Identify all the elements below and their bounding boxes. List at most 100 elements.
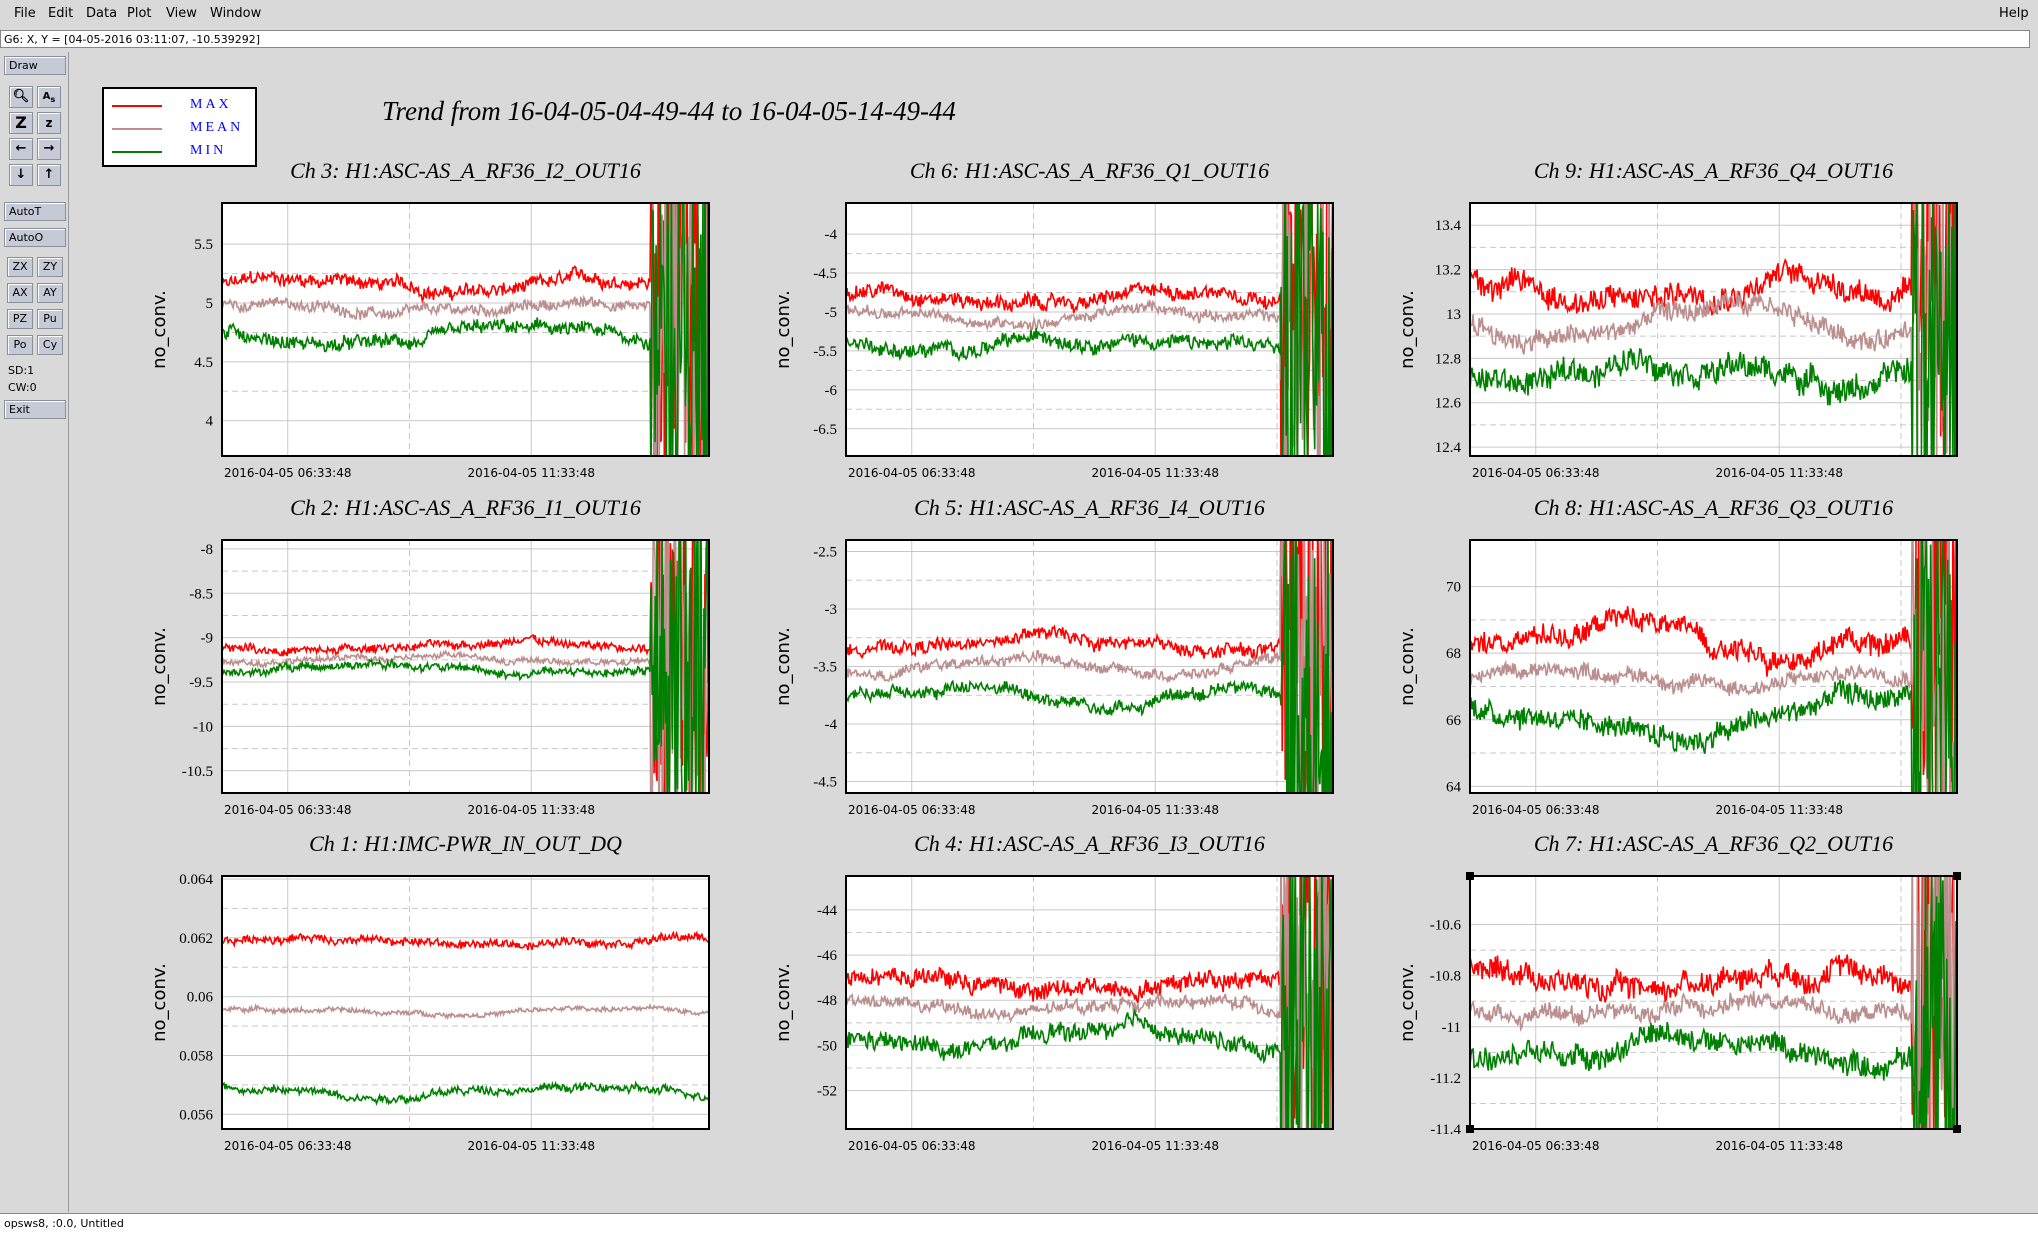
x-tick-label: 2016-04-05 11:33:48	[1092, 803, 1219, 817]
pan-up-icon[interactable]: ↑	[37, 164, 61, 186]
series-line-min	[1470, 876, 1957, 1129]
pan-right-icon[interactable]: →	[37, 138, 61, 160]
chart-title: Ch 9: H1:ASC-AS_A_RF36_Q4_OUT16	[1534, 158, 1893, 183]
y-tick-label: 0.058	[179, 1048, 213, 1064]
chart-title: Ch 4: H1:ASC-AS_A_RF36_I3_OUT16	[914, 831, 1265, 856]
series-line-min	[846, 876, 1333, 1129]
series-line-mean	[1470, 876, 1957, 1129]
chart-panel[interactable]: -44 -46 -48 -50 -52 Ch 4: H1:ASC-AS_A_RF36_I3…	[773, 793, 1334, 1219]
plot-frame	[221, 539, 710, 794]
series-line-min	[1470, 540, 1957, 793]
plot-background	[222, 203, 709, 456]
y-tick-label: 0.064	[179, 872, 213, 888]
status-bar: opsws8, :0.0, Untitled	[0, 1213, 2038, 1235]
exit-button[interactable]: Exit	[4, 400, 66, 419]
coordinate-readout: G6: X, Y = [04-05-2016 03:11:07, -10.539…	[0, 30, 2030, 48]
x-tick-label: 2016-04-05 11:33:48	[1716, 1139, 1843, 1153]
series-line-min	[222, 1080, 709, 1107]
pan-down-icon[interactable]: ↓	[9, 164, 33, 186]
plot-background	[846, 876, 1333, 1129]
selection-handle[interactable]	[1953, 1125, 1961, 1133]
legend-label-max: MAX	[190, 97, 232, 112]
y-tick-label: -9	[201, 631, 214, 647]
selection-handle[interactable]	[1466, 1125, 1474, 1133]
chart-panel[interactable]: -2.5 -3 -3.5 -4 -4.5 Ch 5: H1:ASC-AS_A_RF36_I…	[773, 441, 1334, 897]
menu-window[interactable]: Window	[210, 6, 262, 21]
plot-frame	[1469, 875, 1958, 1130]
y-axis-label: no_conv.	[149, 627, 170, 706]
series-line-mean	[222, 540, 709, 793]
chart-panel[interactable]: 0.056 0.058 0.06 0.062 0.064 Ch 1: H1:IMC-PWR…	[149, 831, 710, 1153]
zoom-in-icon[interactable]: Z	[9, 112, 33, 134]
menu-file[interactable]: File	[14, 6, 36, 21]
y-tick-label: 13.2	[1435, 263, 1461, 279]
zy-button[interactable]: ZY	[37, 257, 63, 277]
autoo-button[interactable]: AutoO	[4, 228, 66, 247]
y-tick-label: -5.5	[813, 344, 837, 360]
series-line-min	[846, 203, 1333, 456]
chart-panel[interactable]: 12.4 12.6 12.8 13 13.2 13.4 Ch 9: H1:ASC-AS_A_…	[1397, 91, 1958, 564]
chart-panel[interactable]: 64 66 68 70 Ch 8: H1:ASC-AS_A_RF36_Q3_OUT16n…	[1397, 438, 1958, 897]
menu-data[interactable]: Data	[86, 6, 118, 21]
draw-button[interactable]: Draw	[4, 56, 66, 75]
cy-button[interactable]: Cy	[37, 335, 63, 355]
chart-panel[interactable]: -4 -4.5 -5 -5.5 -6 -6.5 Ch 6: H1:ASC-AS_A_RF36…	[773, 107, 1334, 542]
y-tick-label: 64	[1446, 779, 1462, 795]
chart-panel[interactable]: -11.4 -11.2 -11 -10.8 -10.6 Ch 7: H1:ASC-AS_A…	[1397, 821, 1961, 1235]
y-tick-label: 12.6	[1435, 396, 1462, 412]
zx-button[interactable]: ZX	[7, 257, 33, 277]
plot-frame	[1469, 202, 1958, 457]
series-line-mean	[1470, 203, 1957, 456]
series-line-max	[222, 203, 709, 456]
selection-handle[interactable]	[1953, 872, 1961, 880]
y-tick-label: 0.062	[179, 931, 213, 947]
autoscale-icon[interactable]: As	[37, 86, 61, 108]
y-tick-label: 5.5	[194, 237, 213, 253]
y-tick-label: -8	[201, 542, 214, 558]
chart-title: Ch 7: H1:ASC-AS_A_RF36_Q2_OUT16	[1534, 831, 1893, 856]
x-tick-label: 2016-04-05 11:33:48	[468, 466, 595, 480]
pz-button[interactable]: PZ	[7, 309, 33, 329]
pu-button[interactable]: Pu	[37, 309, 63, 329]
y-axis-label: no_conv.	[149, 290, 170, 369]
chart-title: Ch 6: H1:ASC-AS_A_RF36_Q1_OUT16	[910, 158, 1269, 183]
tool-panel: Draw 🔍︎ As Z z ← → ↓ ↑ AutoT AutoO ZX ZY…	[2, 52, 69, 1212]
x-tick-label: 2016-04-05 11:33:48	[468, 1139, 595, 1153]
chart-panel[interactable]: -8 -8.5 -9 -9.5 -10 -10.5 Ch 2: H1:ASC-AS_A_RF…	[149, 447, 710, 861]
plot-frame	[845, 875, 1334, 1130]
y-axis-label: no_conv.	[773, 627, 794, 706]
x-tick-label: 2016-04-05 11:33:48	[1716, 466, 1843, 480]
y-tick-label: 0.056	[179, 1107, 213, 1123]
pan-left-icon[interactable]: ←	[9, 138, 33, 160]
menu-view[interactable]: View	[166, 6, 197, 21]
autot-button[interactable]: AutoT	[4, 202, 66, 221]
menu-help[interactable]: Help	[1999, 6, 2029, 21]
y-tick-label: -11.2	[1430, 1071, 1461, 1087]
ay-button[interactable]: AY	[37, 283, 63, 303]
menu-edit[interactable]: Edit	[48, 6, 74, 21]
x-tick-label: 2016-04-05 06:33:48	[224, 466, 351, 480]
menu-plot[interactable]: Plot	[127, 6, 152, 21]
series-line-max	[1470, 540, 1957, 793]
x-tick-label: 2016-04-05 11:33:48	[468, 803, 595, 817]
y-tick-label: -6	[825, 383, 838, 399]
y-tick-label: -3.5	[813, 660, 837, 676]
y-tick-label: -10.5	[182, 764, 213, 780]
y-tick-label: -44	[817, 903, 837, 919]
y-axis-label: no_conv.	[1397, 290, 1418, 369]
y-tick-label: -4	[825, 227, 838, 243]
series-line-max	[222, 930, 709, 951]
selection-handle[interactable]	[1466, 872, 1474, 880]
ax-button[interactable]: AX	[7, 283, 33, 303]
chart-panel[interactable]: 4 4.5 5 5.5 Ch 3: H1:ASC-AS_A_RF36_I2_OUT16n…	[149, 94, 710, 536]
plot-frame	[221, 875, 710, 1130]
series-line-max	[222, 540, 709, 793]
po-button[interactable]: Po	[7, 335, 33, 355]
zoom-tool-icon[interactable]: 🔍︎	[9, 86, 33, 108]
y-tick-label: 5	[206, 296, 214, 312]
y-axis-label: no_conv.	[773, 963, 794, 1042]
legend-line-min	[112, 151, 162, 153]
zoom-out-icon[interactable]: z	[37, 112, 61, 134]
x-tick-label: 2016-04-05 06:33:48	[848, 466, 975, 480]
